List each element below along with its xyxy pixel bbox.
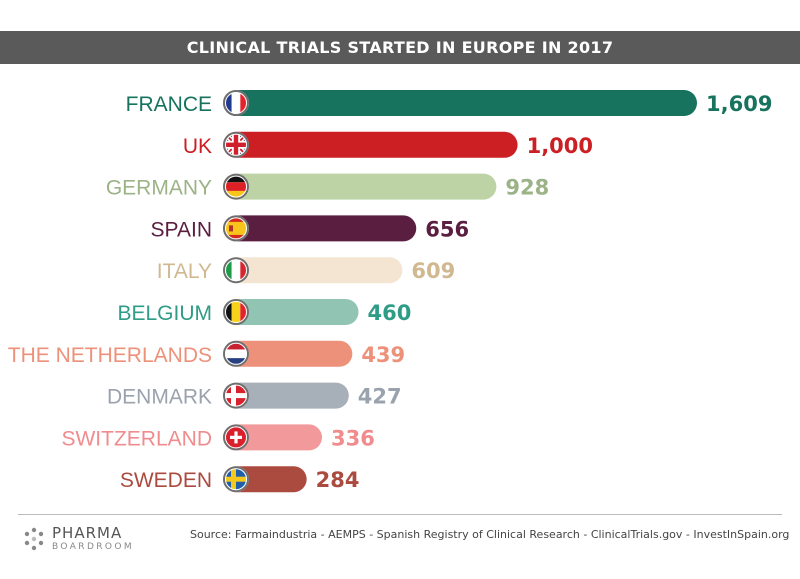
- logo-text-boardroom: BOARDROOM: [52, 542, 135, 552]
- value-label: 656: [425, 217, 469, 241]
- bar: [223, 299, 359, 325]
- category-label: DENMARK: [107, 386, 212, 409]
- italy-flag: [223, 257, 249, 284]
- value-label: 1,609: [706, 92, 772, 116]
- logo-dots-icon: [24, 527, 44, 551]
- category-label: BELGIUM: [117, 302, 212, 325]
- category-label: SWITZERLAND: [61, 427, 212, 450]
- value-label: 460: [368, 301, 412, 325]
- category-label: UK: [183, 135, 212, 158]
- category-label: SWEDEN: [120, 469, 212, 492]
- title-bar: CLINICAL TRIALS STARTED IN EUROPE IN 201…: [0, 31, 800, 64]
- bar: [223, 382, 349, 409]
- value-label: 1,000: [527, 134, 593, 158]
- category-label: GERMANY: [106, 177, 212, 200]
- uk-flag: [223, 131, 249, 158]
- spain-flag: [223, 215, 249, 242]
- bar-row: THE NETHERLANDS 439: [8, 340, 405, 367]
- denmark-flag: [223, 382, 249, 409]
- category-label: FRANCE: [126, 93, 212, 116]
- bar-row: DENMARK 427: [107, 382, 402, 409]
- sweden-flag: [223, 466, 249, 493]
- category-label: SPAIN: [151, 218, 212, 241]
- bar-row: ITALY 609: [157, 257, 455, 284]
- belgium-flag: [223, 299, 249, 325]
- bar-row: UK 1,000: [183, 131, 593, 158]
- bar: [223, 131, 518, 158]
- bar-row: SWITZERLAND 336: [61, 424, 375, 451]
- value-label: 609: [411, 259, 455, 283]
- bar-row: SWEDEN 284: [120, 466, 360, 493]
- netherlands-flag: [223, 340, 249, 367]
- chart-title: CLINICAL TRIALS STARTED IN EUROPE IN 201…: [186, 38, 614, 57]
- bar-row: BELGIUM 460: [117, 299, 411, 325]
- bar: [223, 215, 417, 242]
- category-label: ITALY: [157, 260, 212, 283]
- bar: [223, 173, 497, 200]
- value-label: 928: [505, 176, 549, 200]
- category-label: THE NETHERLANDS: [8, 344, 212, 367]
- value-label: 336: [331, 426, 375, 450]
- source-text: Source: Farmaindustria - AEMPS - Spanish…: [190, 528, 790, 541]
- bar-row: SPAIN 656: [151, 215, 469, 242]
- logo-text-pharma: PHARMA: [52, 524, 123, 542]
- bar-row: FRANCE 1,609: [126, 90, 772, 116]
- value-label: 439: [361, 343, 405, 367]
- bar: [223, 340, 353, 367]
- switzerland-flag: [223, 424, 249, 451]
- france-flag: [223, 90, 249, 116]
- pharma-boardroom-logo: PHARMA BOARDROOM: [22, 524, 134, 554]
- value-label: 284: [316, 468, 360, 492]
- bar: [223, 257, 403, 284]
- bar: [223, 90, 697, 116]
- footer-divider: [18, 514, 782, 515]
- bar-row: GERMANY 928: [106, 173, 549, 200]
- germany-flag: [223, 173, 249, 200]
- value-label: 427: [358, 385, 402, 409]
- bar: [223, 424, 322, 451]
